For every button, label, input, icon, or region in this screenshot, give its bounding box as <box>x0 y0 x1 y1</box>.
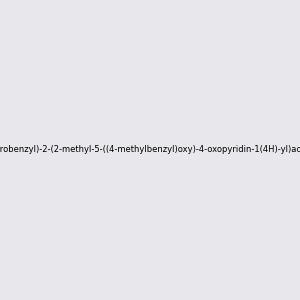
Text: N-(4-fluorobenzyl)-2-(2-methyl-5-((4-methylbenzyl)oxy)-4-oxopyridin-1(4H)-yl)ace: N-(4-fluorobenzyl)-2-(2-methyl-5-((4-met… <box>0 146 300 154</box>
